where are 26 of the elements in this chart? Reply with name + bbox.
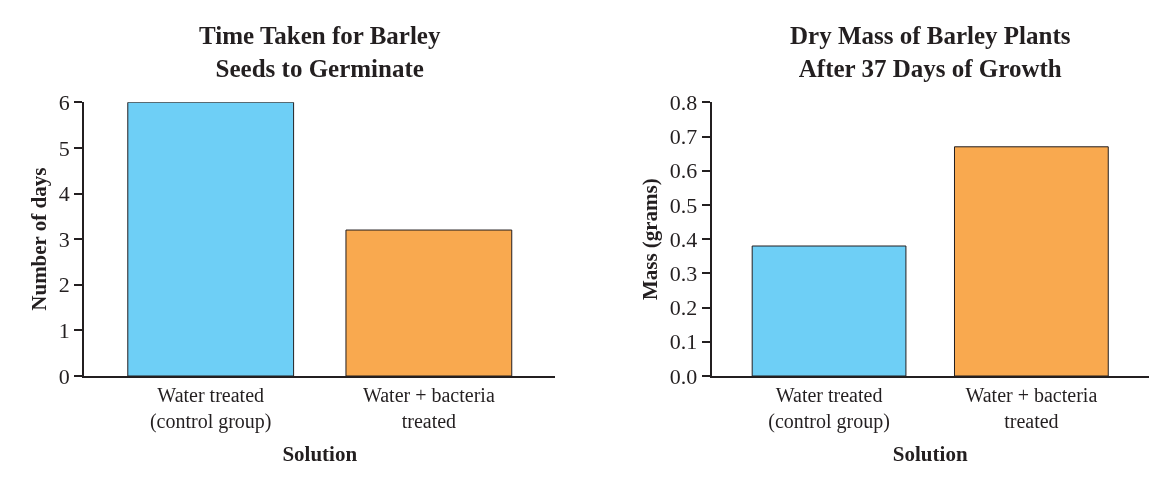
y-tick-label: 0.5: [669, 192, 698, 218]
y-tick-label: 4: [58, 181, 70, 207]
y-tick-label: 0.1: [669, 329, 698, 355]
y-tick-label: 0.3: [669, 261, 698, 287]
x-tick-label: Water + bacteria treated: [965, 384, 1098, 432]
chart-title: Time Taken for Barley Seeds to Germinate: [199, 22, 441, 82]
y-tick-label: 2: [58, 272, 70, 298]
y-tick-label: 0.7: [669, 124, 698, 150]
y-tick-label: 0.8: [669, 90, 698, 116]
y-tick-label: 3: [58, 226, 70, 252]
x-tick-label: Water treated (control group): [149, 384, 272, 433]
y-tick-label: 1: [58, 318, 70, 344]
chart-title: Dry Mass of Barley Plants After 37 Days of Growth: [790, 22, 1071, 82]
y-axis-title: Mass (grams): [638, 178, 663, 301]
y-tick-label: 5: [58, 135, 70, 161]
x-tick-label: Water + bacteria treated: [362, 384, 495, 432]
x-tick-label: Water treated (control group): [768, 384, 890, 433]
y-tick-label: 0: [58, 363, 70, 389]
y-tick-label: 0.6: [669, 158, 698, 184]
y-tick-label: 0.4: [669, 226, 698, 252]
y-tick-label: 0.0: [669, 363, 698, 389]
x-axis-title: Solution: [892, 441, 968, 466]
x-axis-title: Solution: [282, 441, 358, 466]
y-tick-label: 0.2: [669, 295, 698, 321]
y-tick-label: 6: [58, 90, 70, 116]
y-axis-title: Number of days: [27, 167, 52, 311]
